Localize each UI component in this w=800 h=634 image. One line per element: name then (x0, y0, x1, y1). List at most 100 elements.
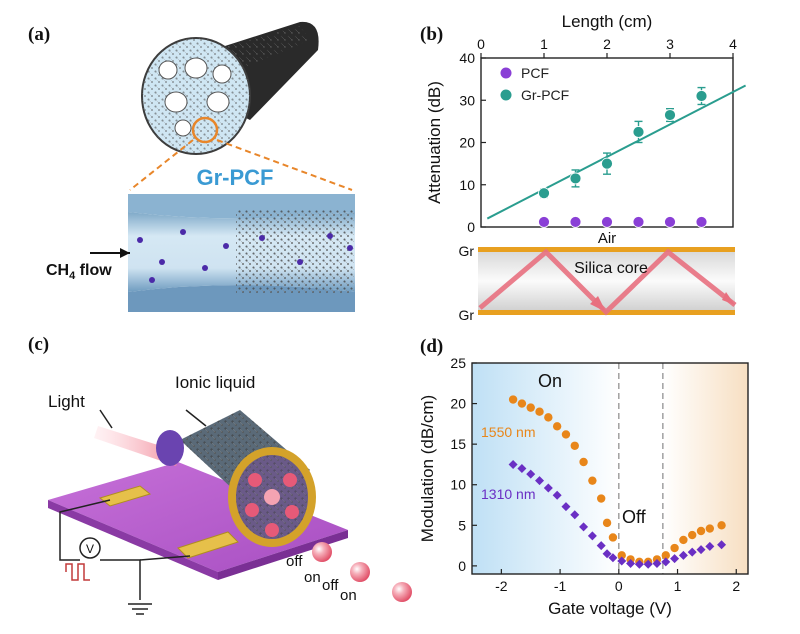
air-hole (174, 119, 192, 137)
point-1310 (696, 545, 706, 555)
pink-hole (283, 473, 297, 487)
voltmeter (79, 537, 101, 559)
point-1310 (535, 476, 545, 486)
x-tick-label: 0 (615, 578, 623, 594)
gas-molecules (137, 229, 353, 283)
point-1310 (705, 541, 715, 551)
grpcf-point (538, 187, 550, 200)
graphene-lattice (236, 210, 354, 294)
molecule (180, 229, 186, 235)
sequence-on-2: on (340, 587, 357, 604)
silica-core-label: Silica core (574, 260, 648, 277)
point-1550 (552, 422, 562, 431)
molecule (202, 265, 208, 271)
series-label-1310: 1310 nm (481, 486, 535, 502)
x-tick-label: -2 (495, 578, 508, 594)
substrate-edge-right (218, 530, 348, 580)
y-tick-label: 15 (450, 436, 466, 452)
point-1310 (717, 540, 727, 550)
off-label: Off (622, 507, 647, 527)
wire-right (139, 555, 191, 561)
pink-hole (285, 505, 299, 519)
point-1310 (652, 558, 662, 568)
graphene-layer-top (478, 247, 735, 252)
point-1310 (543, 483, 553, 493)
point-1310 (508, 459, 518, 469)
panel-a: (a) Gr-PCF (28, 21, 355, 312)
grpcf-point (569, 172, 582, 185)
grpcf-point (695, 90, 708, 102)
y-tick-label: 40 (459, 50, 475, 66)
air-hole (206, 91, 230, 113)
output-pulse (350, 562, 370, 582)
point-1310 (587, 531, 597, 541)
molecule (159, 259, 165, 265)
silica-core (478, 250, 735, 312)
point-1550 (670, 543, 679, 553)
gr-bottom-label: Gr (458, 307, 474, 323)
y-tick-label: 20 (459, 135, 475, 151)
zoom-line-left (129, 139, 194, 191)
on-region (472, 363, 619, 574)
point-1550 (617, 551, 626, 560)
pcf-point (695, 216, 708, 228)
y-tick-label: 0 (467, 219, 475, 235)
core-glow (264, 489, 280, 505)
x-tick-label: 3 (666, 36, 674, 52)
pcf-point (601, 216, 613, 228)
zoom-circle (191, 116, 219, 144)
grpcf-point (632, 126, 645, 138)
liquid-pointer (185, 409, 207, 427)
point-1550 (517, 399, 527, 408)
light-ray-head (722, 292, 735, 305)
series-label-1550: 1550 nm (481, 424, 535, 440)
fiber-label: Gr-PCF (197, 165, 274, 190)
sequence-on-1: on (304, 569, 321, 586)
zoom-line-right (216, 139, 353, 191)
flow-label: CH4 flow (46, 262, 112, 282)
point-1550 (696, 526, 706, 536)
point-1310 (634, 559, 644, 569)
y-tick-label: 10 (459, 177, 475, 193)
x-axis-label: Length (cm) (562, 12, 653, 31)
panel-c: (c) Light Ionic liquid V (28, 334, 412, 615)
y-tick-label: 5 (458, 517, 466, 533)
point-1310 (517, 464, 527, 473)
x-tick-label: 2 (603, 36, 611, 52)
point-1310 (579, 522, 589, 532)
air-hole (158, 60, 178, 80)
point-1550 (705, 524, 715, 533)
pcf-point (664, 216, 676, 228)
square-wave (65, 563, 90, 581)
fit-line (486, 84, 747, 220)
fiber-illustration (141, 21, 319, 155)
air-label: Air (598, 230, 616, 247)
channel-illustration (128, 194, 355, 312)
x-tick-label: 1 (674, 578, 682, 594)
on-label: On (538, 371, 562, 391)
point-1310 (678, 550, 688, 560)
liquid-label: Ionic liquid (175, 373, 255, 392)
legend-label: PCF (521, 65, 549, 81)
gr-top-label: Gr (458, 243, 474, 259)
substrate-edge (48, 500, 218, 580)
molecule (137, 237, 143, 243)
point-1310 (608, 553, 618, 563)
y-axis-label: Modulation (dB/cm) (418, 395, 437, 542)
x-tick-label: 2 (732, 578, 740, 594)
y-tick-label: 25 (450, 355, 466, 371)
pink-hole (245, 503, 259, 517)
plot-frame (471, 362, 749, 575)
core-diagram: Gr Gr Air Silica core (458, 230, 737, 323)
point-1550 (688, 530, 697, 540)
molecule (347, 245, 353, 251)
point-1550 (544, 413, 553, 422)
flow-arrow-head (120, 248, 130, 258)
point-1310 (526, 469, 536, 479)
circuit: V (59, 499, 191, 615)
panel-c-label: (c) (28, 334, 49, 355)
molecule (259, 235, 265, 241)
light-pointer (99, 409, 113, 429)
